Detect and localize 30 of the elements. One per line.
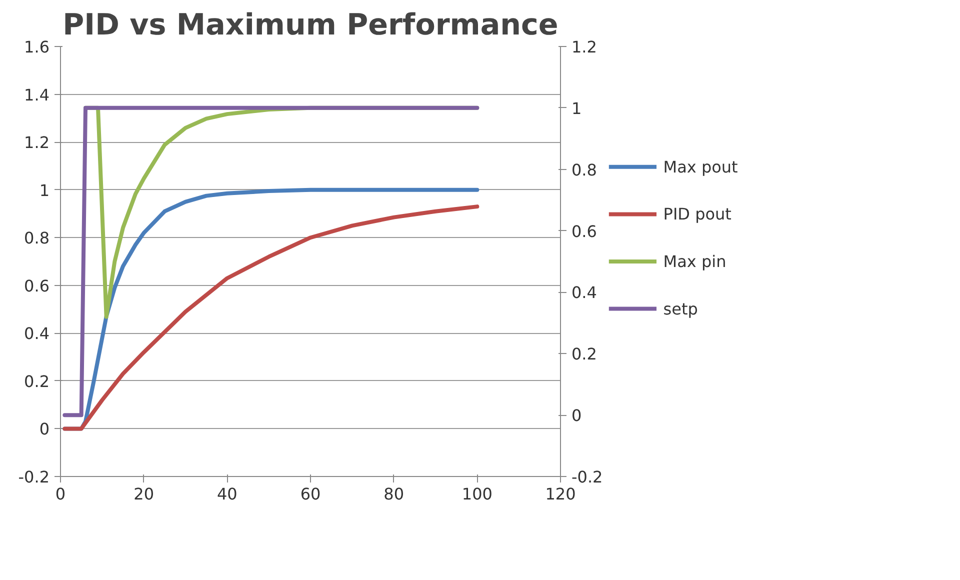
y2-tick-label: 0.4	[572, 283, 597, 302]
legend-label: Max pin	[663, 252, 726, 271]
x-tick-label: 20	[134, 484, 154, 504]
x-tick-label: 120	[545, 484, 576, 504]
y2-tick-label: 1.2	[572, 38, 597, 56]
chart-title: PID vs Maximum Performance	[62, 8, 558, 42]
legend-label: Max pout	[663, 157, 738, 176]
x-tick-label: 0	[55, 484, 66, 504]
y2-tick-label: 0.2	[572, 344, 597, 364]
y2-tick-label: 0	[572, 406, 582, 426]
legend-label: PID pout	[663, 204, 732, 224]
x-tick-label: 100	[462, 484, 492, 504]
y-tick-label: 1.4	[24, 85, 50, 104]
x-tick-label: 60	[300, 484, 321, 504]
x-tick-label: 40	[216, 484, 238, 504]
y-tick-label: 0.4	[24, 324, 50, 344]
legend-label: setp	[663, 299, 698, 318]
y2-tick-label: -0.2	[572, 468, 603, 486]
y-tick-label: 1.2	[24, 133, 50, 152]
y2-tick-label: 0.8	[572, 160, 597, 180]
y-tick-label: 0	[39, 420, 50, 439]
y-tick-label: 1.6	[24, 38, 50, 56]
y2-tick-label: 1	[572, 98, 582, 118]
x-tick-label: 80	[384, 484, 404, 504]
y2-tick-label: 0.6	[572, 222, 597, 241]
y-tick-label: -0.2	[18, 468, 50, 486]
y-tick-label: 0.8	[24, 228, 50, 248]
y-tick-label: 0.6	[24, 276, 50, 296]
y-tick-label: 0.2	[24, 372, 50, 391]
y-tick-label: 1	[39, 180, 50, 200]
